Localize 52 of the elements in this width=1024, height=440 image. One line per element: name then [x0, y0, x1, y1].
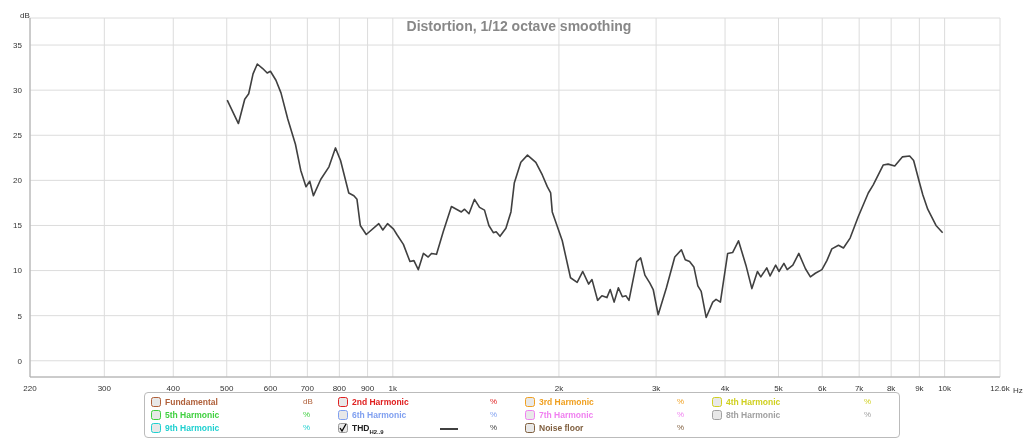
- text: %: [677, 397, 685, 406]
- y-axis-title: dB: [20, 11, 30, 20]
- y-tick-label: 20: [13, 176, 23, 186]
- x-tick-label: 9k: [915, 383, 925, 393]
- legend-label: Fundamental: [165, 397, 218, 407]
- y-tick-label: 5: [17, 311, 23, 321]
- text: %: [490, 423, 498, 432]
- legend-label: 7th Harmonic: [539, 410, 594, 420]
- x-tick-label: 300: [97, 383, 112, 393]
- x-tick-label: 5k: [774, 383, 784, 393]
- legend-label: 5th Harmonic: [165, 410, 220, 420]
- x-tick-label: 700: [300, 383, 315, 393]
- text: %: [303, 423, 311, 432]
- text: %: [864, 410, 872, 419]
- text: %: [490, 397, 498, 406]
- x-tick-label: 500: [220, 383, 234, 393]
- text: %: [677, 410, 685, 419]
- legend-label: 9th Harmonic: [165, 423, 220, 433]
- legend-label: 8th Harmonic: [726, 410, 781, 420]
- legend-label: Noise floor: [539, 423, 585, 433]
- text: %: [864, 397, 872, 406]
- text: %: [490, 410, 498, 419]
- x-tick-label: 900: [360, 383, 375, 393]
- x-tick-label: 7k: [854, 383, 865, 393]
- x-tick-label: 600: [263, 383, 278, 393]
- legend-label: 2nd Harmonic: [352, 397, 409, 407]
- x-tick-label: 10k: [938, 383, 953, 393]
- text: %: [677, 423, 685, 432]
- legend-label: 4th Harmonic: [726, 397, 781, 407]
- x-tick-label: 4k: [720, 383, 731, 393]
- y-tick-label: 25: [13, 131, 23, 141]
- y-tick-label: 10: [13, 266, 23, 276]
- text: dB: [303, 397, 313, 406]
- x-tick-label: 12.6k: [990, 383, 1011, 393]
- x-tick-label: 1k: [388, 383, 399, 393]
- x-axis-title: Hz: [1013, 386, 1023, 395]
- x-tick-label: 800: [332, 383, 347, 393]
- text: %: [303, 410, 311, 419]
- x-tick-label: 2k: [554, 383, 565, 393]
- text: THD$_{H2..9}$: [352, 423, 385, 435]
- y-tick-label: 35: [13, 40, 23, 50]
- y-tick-label: 30: [13, 86, 23, 95]
- x-tick-label: 6k: [817, 383, 828, 393]
- x-tick-label: 3k: [651, 383, 662, 393]
- x-tick-label: 8k: [886, 383, 897, 393]
- y-tick-label: 15: [13, 221, 23, 231]
- legend-label: 3rd Harmonic: [539, 397, 595, 407]
- x-tick-label: 400: [166, 383, 181, 393]
- x-tick-label: 220: [23, 383, 38, 393]
- chart-title: Distortion, 1/12 octave smoothing: [405, 18, 633, 34]
- y-tick-label: 0: [17, 356, 23, 366]
- legend-label: 6th Harmonic: [352, 410, 407, 420]
